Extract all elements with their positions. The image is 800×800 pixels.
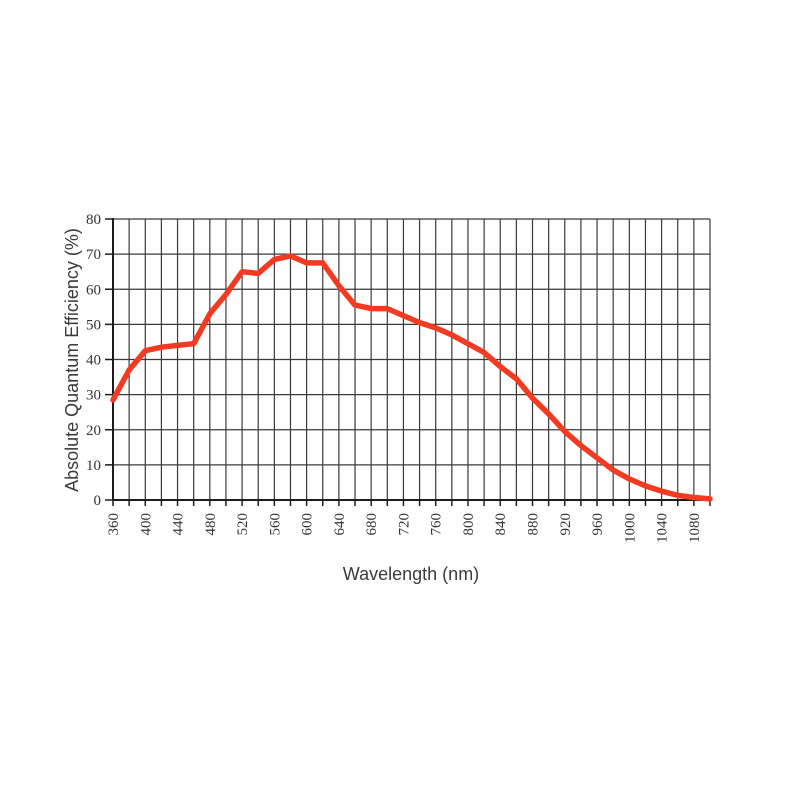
y-tick-label: 0	[94, 493, 102, 509]
y-tick-label: 70	[86, 247, 101, 263]
x-tick-label: 640	[332, 513, 348, 536]
x-tick-label: 400	[138, 513, 154, 536]
y-tick-label: 30	[86, 388, 101, 404]
y-tick-label: 20	[86, 423, 101, 439]
x-tick-label: 360	[106, 513, 122, 536]
x-tick-label: 840	[493, 513, 509, 536]
x-tick-label: 960	[590, 513, 606, 536]
x-tick-label: 1080	[687, 513, 703, 543]
x-tick-label: 760	[429, 513, 445, 536]
y-tick-label: 50	[86, 317, 101, 333]
x-tick-label: 800	[461, 513, 477, 536]
y-axis-title: Absolute Quantum Efficiency (%)	[62, 228, 82, 492]
y-tick-label: 10	[86, 458, 101, 474]
x-tick-label: 480	[203, 513, 219, 536]
gridlines	[112, 218, 711, 501]
y-tick-label: 60	[86, 282, 101, 298]
x-tick-label: 1040	[655, 513, 671, 543]
x-tick-label: 600	[300, 513, 316, 536]
x-tick-label: 520	[235, 513, 251, 536]
x-tick-label: 440	[171, 513, 187, 536]
tick-labels: 360 400 440 480 520 560 600 640 680 720 760 800 840 8…	[86, 212, 703, 543]
y-tick-label: 40	[86, 353, 101, 369]
x-axis-title: Wavelength (nm)	[343, 564, 479, 584]
x-tick-label: 560	[267, 513, 283, 536]
x-tick-label: 720	[396, 513, 412, 536]
tick-marks	[105, 218, 711, 506]
qe-curve	[110, 253, 713, 502]
x-tick-label: 1000	[622, 513, 638, 543]
y-tick-label: 80	[86, 212, 101, 228]
x-tick-label: 920	[558, 513, 574, 536]
x-tick-label: 880	[526, 513, 542, 536]
x-tick-label: 680	[364, 513, 380, 536]
